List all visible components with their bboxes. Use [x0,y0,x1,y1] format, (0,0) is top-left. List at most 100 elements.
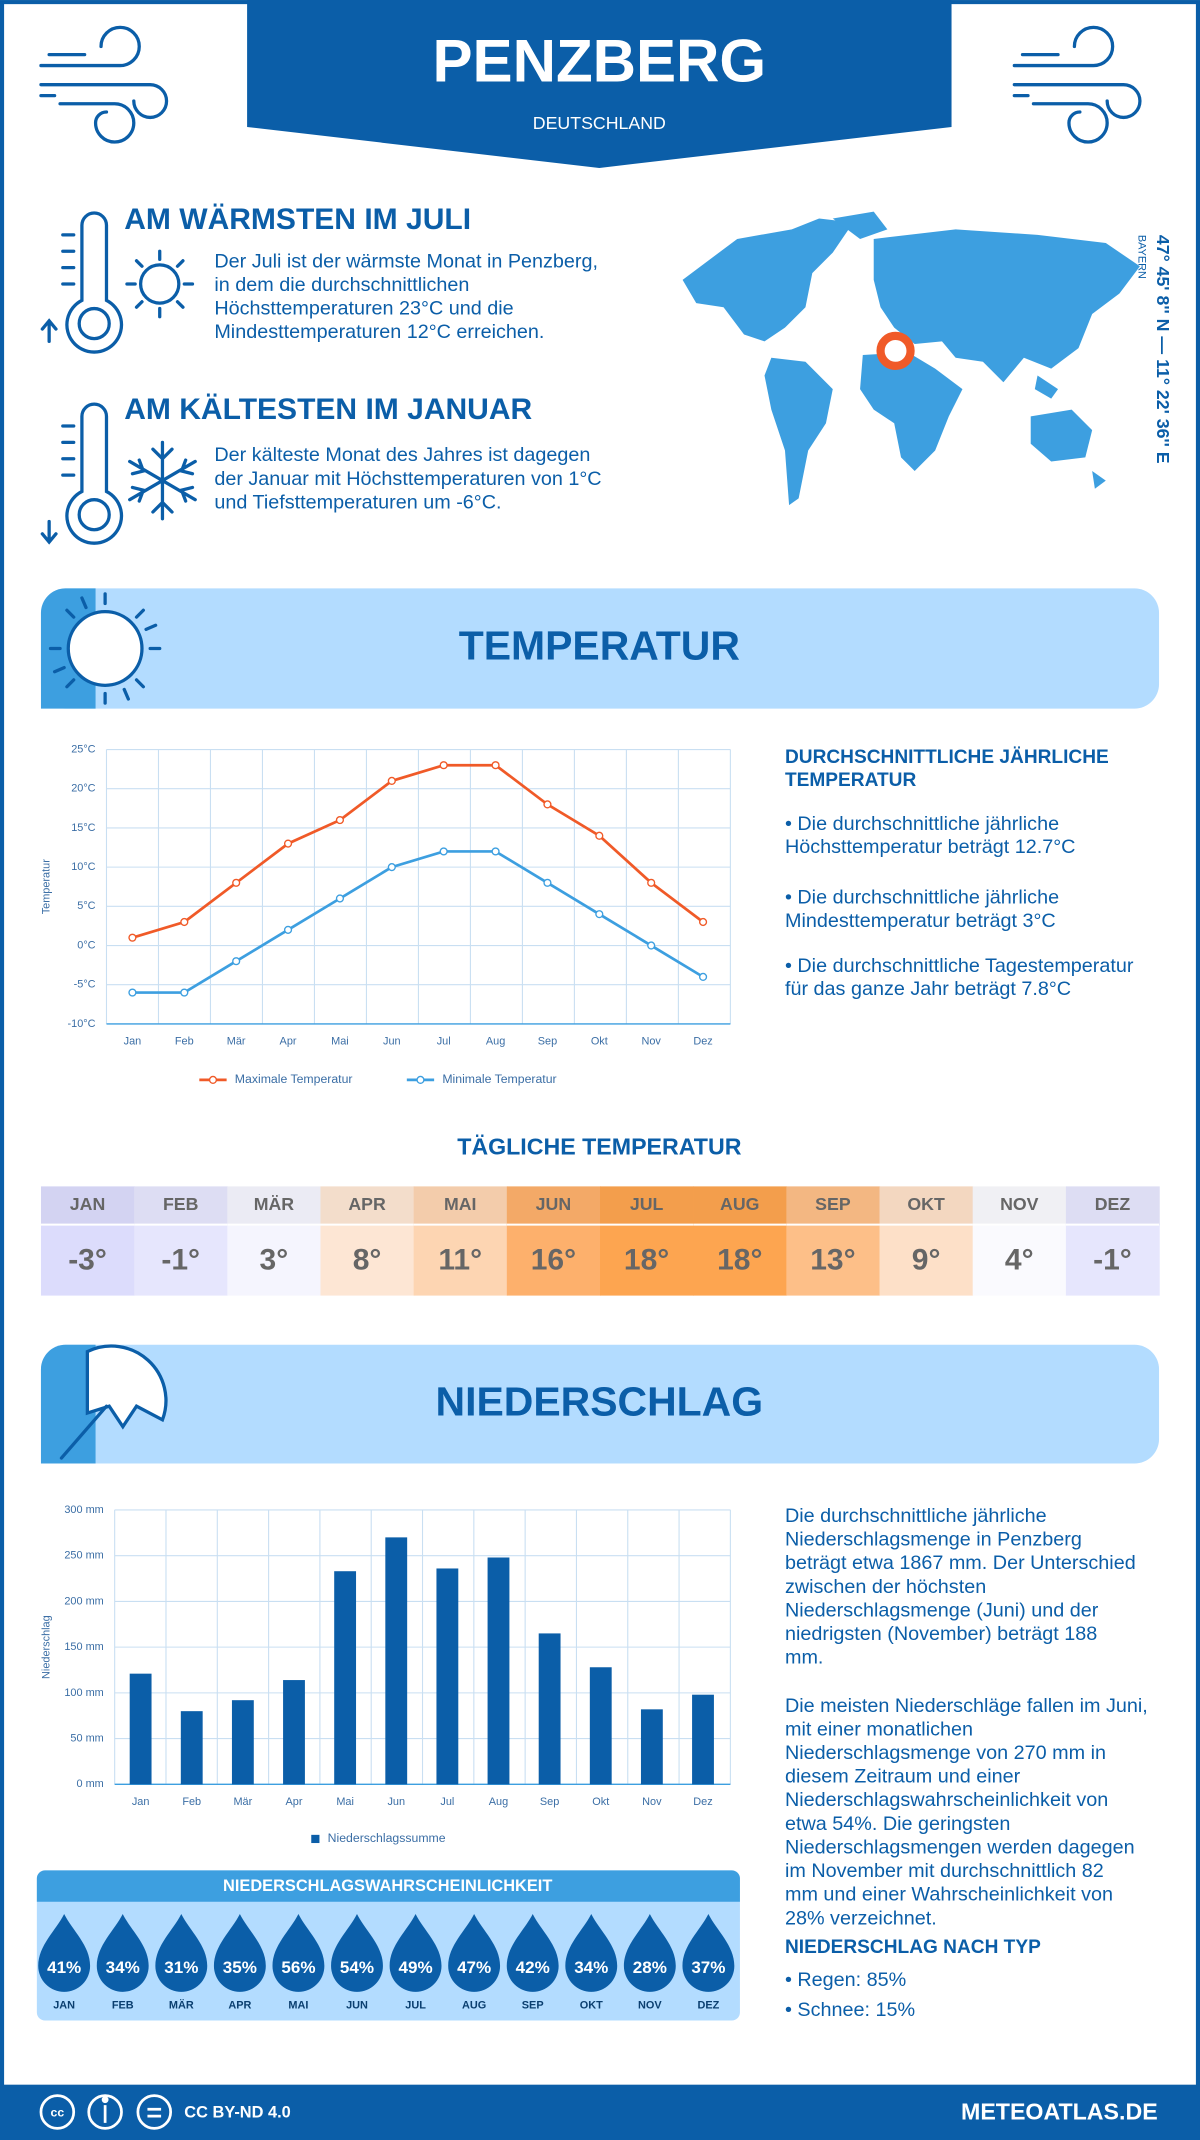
annual-bullet: • Die durchschnittliche jährliche [785,887,1059,909]
y-tick-label: 300 mm [64,1504,103,1516]
bar [538,1633,561,1785]
warmest-text: Höchsttemperaturen 23°C und die [214,298,513,320]
daily-temperature-table [40,1186,1160,1296]
sun-icon-small [125,249,195,319]
line-point [543,800,552,809]
daily-header-shade [227,1186,322,1225]
y-tick-label: 5°C [77,900,95,912]
line-point [283,925,293,934]
daily-value: 18° [624,1243,669,1276]
license-icons [39,2094,173,2130]
line-point [698,972,708,981]
daily-month: SEP [815,1194,851,1214]
x-tick-label: Dez [693,1036,712,1048]
daily-month: APR [348,1194,386,1214]
x-tick-label: Apr [280,1036,297,1048]
daily-cell [786,1186,881,1296]
precipitation-paragraph: im November mit durchschnittlich 82 [785,1860,1104,1882]
precipitation-paragraph: mit einer monatlichen [785,1718,973,1740]
daily-cell [1065,1186,1160,1296]
legend-marker [416,1075,425,1084]
probability-value: 56% [281,1958,315,1977]
probability-drop [38,1914,91,1992]
bar [334,1571,357,1785]
thermometer-warm-icon [40,211,124,354]
y-tick-label: -5°C [74,979,96,991]
daily-cell [879,1186,974,1296]
probability-month: OKT [580,1999,603,2011]
snowflake-icon [128,440,197,521]
x-tick-label: Jul [440,1796,454,1808]
legend-label: Maximale Temperatur [235,1072,353,1086]
y-tick-label: 0°C [77,939,95,951]
probability-value: 34% [574,1958,608,1977]
probability-month: JUN [346,1999,368,2011]
daily-month: FEB [163,1194,198,1214]
probability-drop [96,1914,149,1992]
y-tick-label: 150 mm [64,1641,103,1653]
type-item: • Regen: 85% [785,1969,906,1991]
precipitation-banner [40,1344,1160,1464]
bar [589,1667,612,1785]
daily-month: NOV [1000,1194,1039,1214]
daily-cell [413,1186,508,1296]
probability-header [36,1870,740,1902]
precipitation-paragraph: diesem Zeitraum und einer [785,1766,1021,1788]
bar [436,1568,459,1785]
y-tick-label: 100 mm [64,1687,103,1699]
daily-header-shade [134,1186,228,1225]
probability-drop [213,1914,266,1992]
daily-header-shade [413,1186,508,1225]
x-tick-label: Jun [387,1796,405,1808]
probability-box [36,1870,740,2021]
line-point [387,776,396,785]
legend-marker [208,1075,218,1084]
coldest-text: Der kälteste Monat des Jahres ist dagege… [214,444,590,466]
probability-value: 41% [47,1958,81,1977]
warmest-text: Der Juli ist der wärmste Monat in Penzbe… [214,250,598,272]
location-marker [876,331,915,370]
daily-cell [693,1186,788,1296]
probability-value: 47% [457,1958,491,1977]
daily-value: 11° [438,1243,482,1276]
line-point [595,910,604,919]
line-point [335,815,345,825]
bar [640,1709,663,1785]
x-tick-label: Nov [642,1796,662,1808]
wind-icon-right [1012,25,1142,144]
legend-label: Niederschlagssumme [328,1831,446,1845]
probability-month: NOV [638,1999,662,2011]
daily-value: 13° [810,1243,855,1276]
daily-cell [600,1186,694,1296]
region: BAYERN [1135,235,1147,279]
daily-month: OKT [907,1194,945,1214]
bar [692,1694,714,1785]
probability-month: MÄR [169,1998,194,2011]
world-map [682,211,1140,506]
annual-bullet: • Die durchschnittliche jährliche [785,813,1059,835]
probability-drop [331,1914,383,1992]
x-tick-label: Aug [486,1036,505,1048]
precipitation-paragraph: niedrigsten (November) beträgt 188 [785,1623,1097,1645]
daily-header-shade [506,1186,601,1225]
probability-drop [389,1914,442,1992]
annual-heading: TEMPERATUR [785,770,916,791]
daily-value: 9° [912,1243,941,1276]
precipitation-paragraph: mm. [785,1647,823,1669]
line-point [491,761,500,770]
wind-icon-left [39,25,169,144]
x-tick-label: Sep [538,1036,557,1048]
license: CC BY-ND 4.0 [184,2104,290,2122]
daily-value: -1° [161,1243,200,1276]
daily-header-shade [693,1186,788,1225]
probability-value: 37% [691,1958,725,1977]
y-tick-label: 250 mm [64,1550,103,1562]
probability-month: JAN [53,1999,75,2011]
probability-value: 34% [106,1958,140,1977]
probability-value: 42% [516,1958,550,1977]
coldest-text: der Januar mit Höchsttemperaturen von 1°… [214,468,601,490]
page-subtitle: DEUTSCHLAND [533,113,666,133]
daily-header-shade [1065,1186,1160,1225]
precipitation-paragraph: 28% verzeichnet. [785,1907,937,1929]
